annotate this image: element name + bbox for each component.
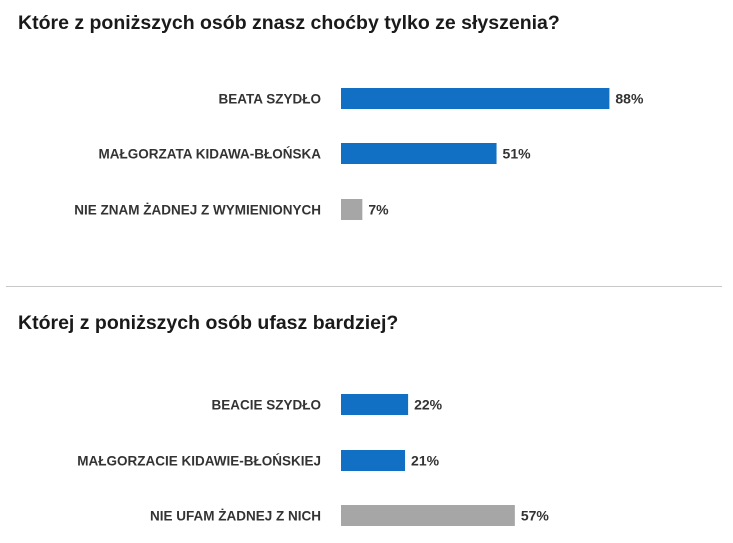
category-label: BEACIE SZYDŁO <box>211 398 321 413</box>
chart-1-title: Które z poniższych osób znasz choćby tyl… <box>18 12 560 34</box>
category-label: MAŁGORZATA KIDAWA-BŁOŃSKA <box>99 147 322 162</box>
data-label: 7% <box>368 202 389 218</box>
bar <box>341 394 409 415</box>
category-label: NIE UFAM ŻADNEJ Z NICH <box>150 509 321 524</box>
data-label: 88% <box>615 91 644 107</box>
data-label: 21% <box>411 453 440 469</box>
bar <box>341 450 406 471</box>
bar <box>341 143 497 164</box>
category-label: MAŁGORZACIE KIDAWIE-BŁOŃSKIEJ <box>77 454 321 469</box>
bar <box>341 199 363 220</box>
data-label: 51% <box>503 146 532 162</box>
section-divider <box>6 286 722 287</box>
data-label: 22% <box>414 397 443 413</box>
chart-2-title: Której z poniższych osób ufasz bardziej? <box>18 312 399 334</box>
data-label: 57% <box>521 508 550 524</box>
bar <box>341 505 515 526</box>
category-label: NIE ZNAM ŻADNEJ Z WYMIENIONYCH <box>74 203 321 218</box>
category-label: BEATA SZYDŁO <box>219 92 322 107</box>
bar <box>341 88 610 109</box>
